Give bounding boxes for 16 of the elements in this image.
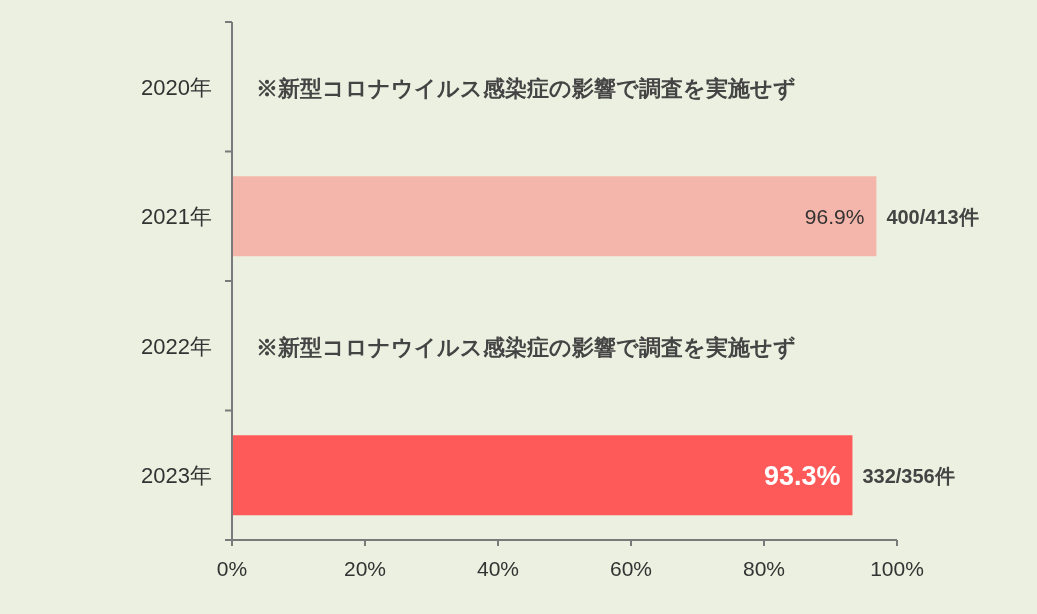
data-label: 93.3% [763,461,841,492]
annotation: ※新型コロナウイルス感染症の影響で調査を実施せず [256,334,796,361]
x-tick-label: 80% [742,557,786,580]
annotation: ※新型コロナウイルス感染症の影響で調査を実施せず [256,75,796,102]
x-tick-label: 0% [216,557,248,580]
y-tick-label: 2022年 [141,333,212,359]
x-tick-label: 60% [609,557,653,580]
data-label: 96.9% [804,205,865,229]
y-tick-label: 2021年 [141,204,212,230]
x-tick-label: 40% [476,557,520,580]
y-tick-label: 2023年 [141,463,212,489]
annotation: 332/356件 [862,465,955,488]
annotation: 400/413件 [886,206,979,229]
y-tick-label: 2020年 [141,74,212,100]
x-tick-label: 20% [343,557,387,580]
x-tick-label: 100% [870,557,924,580]
